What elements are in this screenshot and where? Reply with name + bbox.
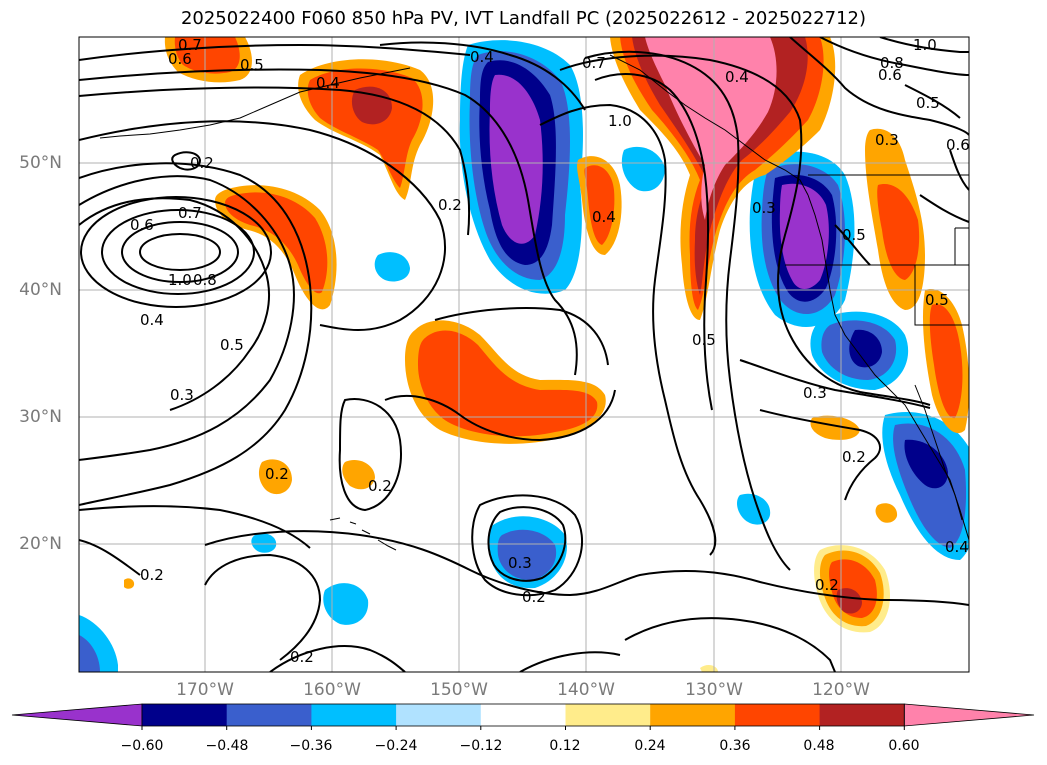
contour-label: 0.4 [140,311,164,329]
lon-label: 150°W [430,680,488,700]
contour-label: 0.8 [193,271,217,289]
contour-label: 1.0 [608,112,632,130]
contour-label: 0.3 [170,386,194,404]
colorbar [11,703,1035,730]
contour-label: 0.2 [815,576,839,594]
contour-label: 0.4 [592,208,616,226]
contour-label: 0.5 [220,336,244,354]
colorbar-tick: −0.60 [120,738,164,754]
contour-label: 0.6 [946,136,970,154]
map-title: 2025022400 F060 850 hPa PV, IVT Landfall… [180,8,867,29]
colorbar-tick: 0.48 [803,738,835,754]
contour-label: 0.5 [842,226,866,244]
contour-label: 0.2 [290,648,314,666]
colorbar-segment [311,704,397,726]
colorbar-extend-max [903,703,1035,727]
colorbar-tick: −0.48 [205,738,249,754]
contour-label: 0.8 [880,54,904,72]
colorbar-tick: 0.24 [634,738,666,754]
colorbar-tick: −0.36 [289,738,333,754]
contour-label: 0.2 [438,196,462,214]
colorbar-extend-min [11,703,143,727]
pv-shading [79,37,969,672]
contour-label: 0.7 [178,36,202,54]
contour-label: 0.2 [522,588,546,606]
contour-label: 0.4 [316,74,340,92]
colorbar-segment [565,704,651,726]
contour-label: 0.2 [265,465,289,483]
colorbar-segment [819,704,905,726]
colorbar-segment [396,704,482,726]
lon-label: 120°W [812,680,870,700]
ivt-contours [79,37,969,672]
map-frame [78,36,970,673]
contour-label: 0.5 [916,94,940,112]
contour-label: 0.2 [368,477,392,495]
graticule [79,37,969,672]
contour-label: 0.3 [803,384,827,402]
colorbar-frame [141,703,905,727]
contour-label: 0.3 [875,131,899,149]
colorbar-tick: −0.24 [374,738,418,754]
contour-label: 0.5 [240,56,264,74]
contour-label: 0.5 [692,331,716,349]
contour-label: 0.3 [752,199,776,217]
colorbar-segment [650,704,736,726]
colorbar-tick: 0.60 [888,738,920,754]
lat-label: 20°N [19,534,62,554]
colorbar-tick: 0.12 [549,738,581,754]
contour-label: 1.0 [168,271,192,289]
contour-label: 0.3 [508,554,532,572]
lon-label: 130°W [685,680,743,700]
colorbar-segment [226,704,312,726]
colorbar-segment [734,704,821,726]
colorbar-segment [142,704,228,726]
contour-label: 0.6 [878,66,902,84]
contour-label: 0.5 [925,291,949,309]
lon-label: 170°W [176,680,234,700]
contour-label: 0.6 [130,216,154,234]
lat-label: 40°N [19,280,62,300]
colorbar-tick: −0.12 [459,738,503,754]
coastlines [99,54,969,551]
contour-label: 0.7 [582,54,606,72]
contour-label: 0.2 [842,448,866,466]
contour-label: 1.0 [913,36,937,54]
contour-label: 0.4 [470,48,494,66]
contour-label: 0.2 [140,566,164,584]
contour-label: 0.7 [178,204,202,222]
colorbar-tick: 0.36 [719,738,751,754]
contour-labels: 0.7 0.6 0.5 0.4 0.4 0.7 1.0 0.4 1.0 0.8 … [130,36,970,666]
contour-label: 0.6 [168,50,192,68]
contour-label: 0.2 [190,154,214,172]
lat-label: 30°N [19,407,62,427]
contour-label: 0.4 [945,538,969,556]
lon-label: 140°W [557,680,615,700]
lat-label: 50°N [19,153,62,173]
contour-label: 0.4 [725,68,749,86]
colorbar-segment [480,704,566,726]
lon-label: 160°W [303,680,361,700]
